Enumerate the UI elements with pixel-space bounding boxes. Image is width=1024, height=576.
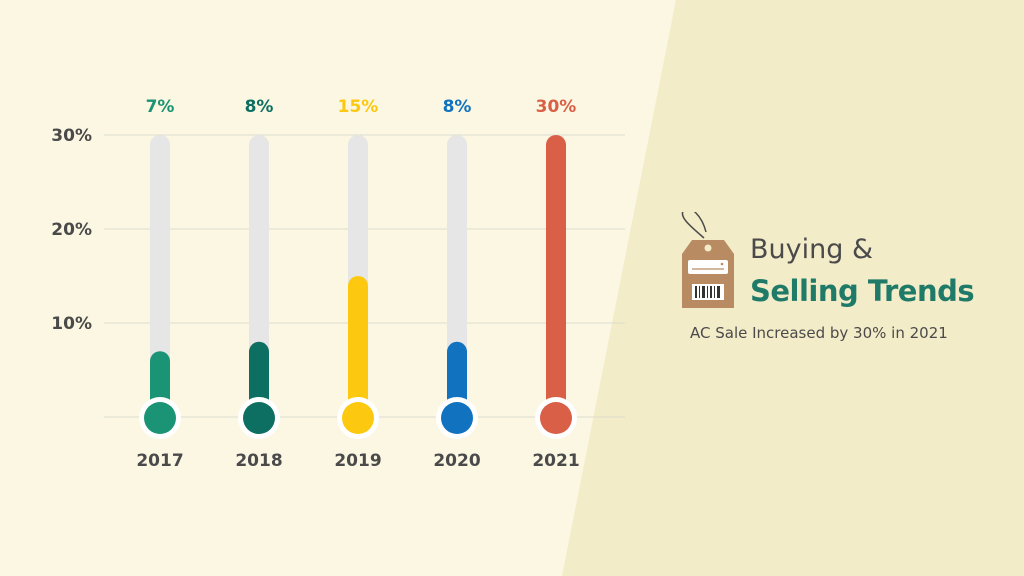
air-conditioner-icon (688, 260, 728, 274)
heading-line-1: Buying & (750, 234, 874, 265)
price-tag-icon (681, 212, 734, 308)
barcode-icon (692, 284, 724, 300)
value-label-2020: 8% (443, 97, 472, 117)
bulb-2018 (243, 402, 275, 434)
value-label-2021: 30% (536, 97, 577, 117)
heading-subtitle: AC Sale Increased by 30% in 2021 (690, 324, 948, 342)
x-tick-label-2019: 2019 (334, 451, 381, 471)
track-2017 (150, 135, 170, 417)
y-tick-label-20: 20% (51, 220, 92, 240)
bar-2021 (546, 135, 566, 417)
x-tick-label-2020: 2020 (433, 451, 480, 471)
bulb-2017 (144, 402, 176, 434)
bulb-2020 (441, 402, 473, 434)
x-tick-label-2018: 2018 (235, 451, 282, 471)
value-label-2018: 8% (245, 97, 274, 117)
bulb-2021 (540, 402, 572, 434)
value-label-2019: 15% (338, 97, 379, 117)
heading-line-2: Selling Trends (750, 274, 975, 308)
thermometer-chart: 10% 20% 30% 7% 2017 8% 2018 15% 2019 8% 2020 30% 202… (51, 97, 625, 471)
value-label-2017: 7% (146, 97, 175, 117)
title-block: Buying & Selling Trends AC Sale Increase… (676, 212, 1006, 352)
x-tick-label-2017: 2017 (136, 451, 183, 471)
y-tick-label-30: 30% (51, 126, 92, 146)
x-tick-label-2021: 2021 (532, 451, 579, 471)
bulb-2019 (342, 402, 374, 434)
bar-2019 (348, 276, 368, 417)
y-tick-label-10: 10% (51, 314, 92, 334)
